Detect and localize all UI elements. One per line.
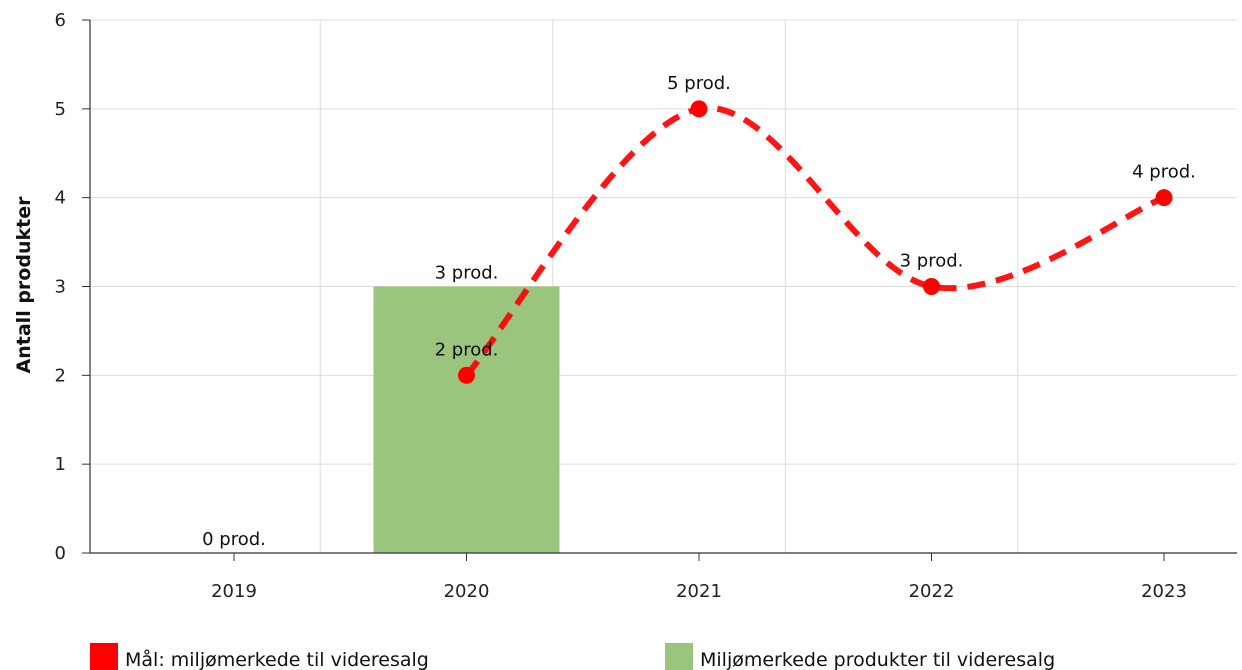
line-label: 4 prod. [1132,162,1196,183]
bar-label: 0 prod. [202,529,266,550]
target-point [690,100,708,118]
bar-series [373,286,560,553]
axes: 0 1 2 3 4 5 6 2019 2020 2021 2022 2023 [55,10,1237,602]
legend-label: Miljømerkede produkter til videresalg [700,649,1055,670]
legend-swatch [665,643,693,670]
legend: Mål: miljømerkede til videresalg Miljømer… [90,643,1055,670]
y-tick-label: 1 [55,454,66,475]
data-labels: 0 prod. 3 prod. 2 prod. 5 prod. 3 prod. 4 pro… [202,73,1196,550]
y-tick-label: 4 [55,188,66,209]
y-tick-label: 2 [55,365,66,386]
bar [373,286,560,553]
x-tick-label: 2023 [1141,581,1187,602]
line-label: 5 prod. [667,73,731,94]
x-tick-label: 2020 [444,581,490,602]
line-series [458,100,1173,384]
line-label: 2 prod. [435,339,499,360]
line-label: 3 prod. [900,251,964,272]
legend-label: Mål: miljømerkede til videresalg [125,648,429,670]
target-point [923,278,940,295]
x-tick-label: 2021 [676,581,722,602]
y-tick-label: 0 [55,543,66,564]
grid [90,19,1237,553]
x-tick-label: 2019 [211,581,257,602]
x-tick-label: 2022 [909,581,955,602]
y-tick-label: 3 [55,277,66,298]
legend-swatch [90,643,118,670]
target-point [1155,189,1173,207]
bar-label: 3 prod. [435,263,499,284]
target-point [458,366,475,384]
y-axis-title: Antall produkter [13,196,35,374]
y-tick-label: 6 [55,10,66,31]
y-tick-label: 5 [55,99,66,120]
target-line [464,105,1166,378]
